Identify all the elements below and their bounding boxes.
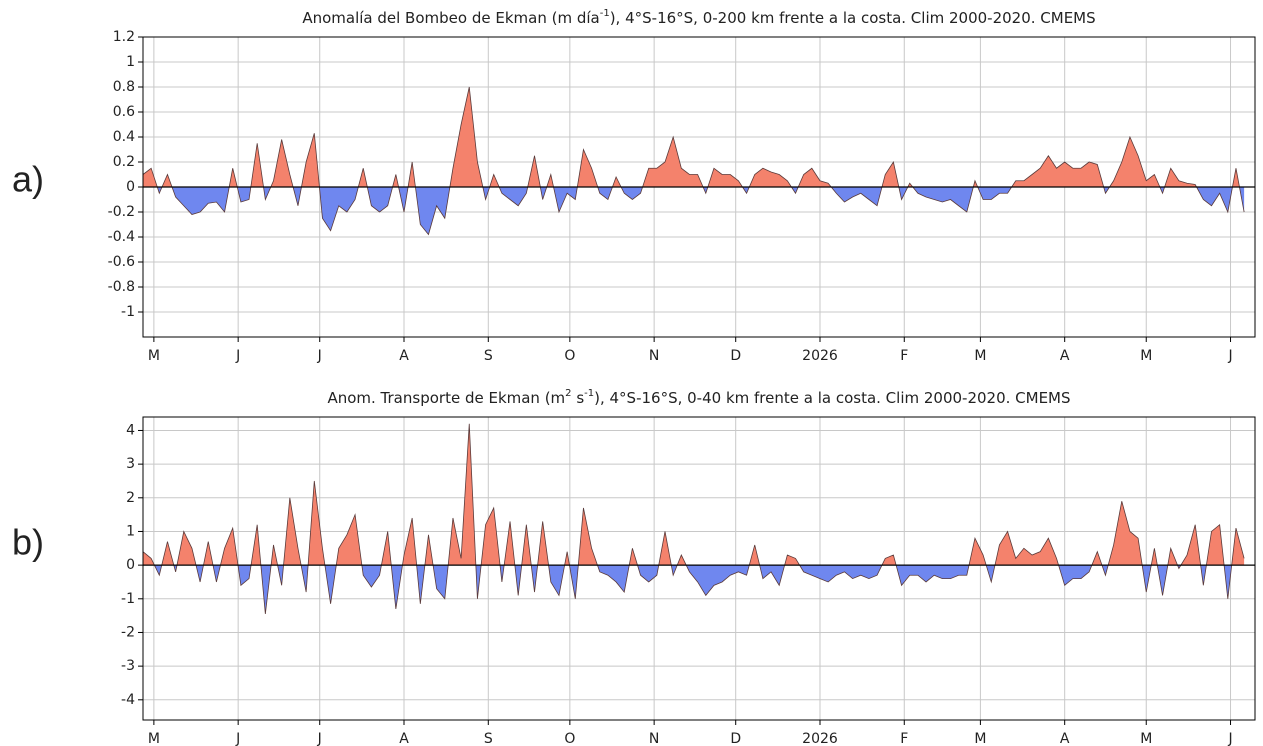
y-tick-label: 0	[126, 179, 135, 195]
y-tick-label: 1	[126, 54, 135, 70]
y-tick-label: -4	[121, 692, 135, 708]
x-tick-label: M	[974, 731, 986, 746]
y-tick-label: 4	[126, 422, 135, 438]
panel-label: b)	[12, 522, 44, 563]
title-part: Anom. Transporte de Ekman (m	[327, 389, 565, 407]
x-tick-label: M	[148, 348, 160, 364]
title-part: -1	[600, 8, 610, 19]
y-tick-label: 0	[126, 557, 135, 573]
y-tick-label: -0.4	[108, 229, 135, 245]
x-tick-label: J	[317, 348, 322, 364]
series-line	[142, 86, 1245, 236]
positive-area	[143, 423, 1245, 566]
y-tick-label: -0.8	[108, 279, 135, 295]
y-tick-label: 0.2	[113, 154, 135, 170]
x-tick-label: A	[399, 348, 409, 364]
y-tick-label: -1	[121, 591, 135, 607]
x-tick-label: S	[484, 348, 493, 364]
y-tick-label: 0.6	[113, 104, 135, 120]
x-tick-label: A	[1060, 348, 1070, 364]
x-tick-label: M	[1140, 348, 1152, 364]
y-tick-label: 3	[126, 456, 135, 472]
x-tick-label: J	[1227, 731, 1232, 746]
x-tick-label: A	[1060, 731, 1070, 746]
x-tick-label: M	[1140, 731, 1152, 746]
x-tick-label: D	[730, 731, 741, 746]
y-tick-label: 1.2	[113, 29, 135, 45]
title-part: 2	[565, 388, 571, 399]
x-tick-label: J	[235, 348, 240, 364]
negative-area	[154, 565, 1232, 614]
y-tick-label: -0.6	[108, 254, 135, 270]
x-tick-label: J	[317, 731, 322, 746]
plot-frame	[142, 416, 1256, 721]
title-part: ), 4°S-16°S, 0-40 km frente a la costa. …	[594, 389, 1070, 407]
x-tick-label: N	[649, 348, 659, 364]
y-tick-label: -2	[121, 624, 135, 640]
y-tick-label: 0.4	[113, 129, 135, 145]
y-tick-label: -1	[121, 304, 135, 320]
positive-area	[143, 87, 1245, 187]
x-tick-label: M	[148, 731, 160, 746]
x-tick-label: J	[1227, 348, 1232, 364]
negative-area	[143, 187, 1245, 235]
title-part: ), 4°S-16°S, 0-200 km frente a la costa.…	[610, 9, 1096, 27]
y-tick-label: 1	[126, 523, 135, 539]
title-part: s	[572, 389, 585, 407]
x-tick-label: N	[649, 731, 659, 746]
x-tick-label: O	[564, 731, 575, 746]
panel-label: a)	[12, 159, 44, 200]
x-tick-label: J	[235, 731, 240, 746]
x-tick-label: F	[900, 731, 908, 746]
chart-title: Anom. Transporte de Ekman (m2 s-1), 4°S-…	[327, 388, 1070, 407]
y-tick-label: 2	[126, 490, 135, 506]
title-part: -1	[584, 388, 594, 399]
y-tick-label: -0.2	[108, 204, 135, 220]
x-tick-label: 2026	[802, 731, 838, 746]
x-tick-label: D	[730, 348, 741, 364]
y-tick-label: -3	[121, 658, 135, 674]
y-tick-label: 0.8	[113, 79, 135, 95]
title-part: Anomalía del Bombeo de Ekman (m día	[302, 9, 599, 27]
x-tick-label: S	[484, 731, 493, 746]
x-tick-label: A	[399, 731, 409, 746]
series-line	[142, 423, 1245, 614]
x-tick-label: 2026	[802, 348, 838, 364]
x-tick-label: O	[564, 348, 575, 364]
x-tick-label: F	[900, 348, 908, 364]
x-tick-label: M	[974, 348, 986, 364]
chart-title: Anomalía del Bombeo de Ekman (m día-1), …	[302, 8, 1095, 27]
